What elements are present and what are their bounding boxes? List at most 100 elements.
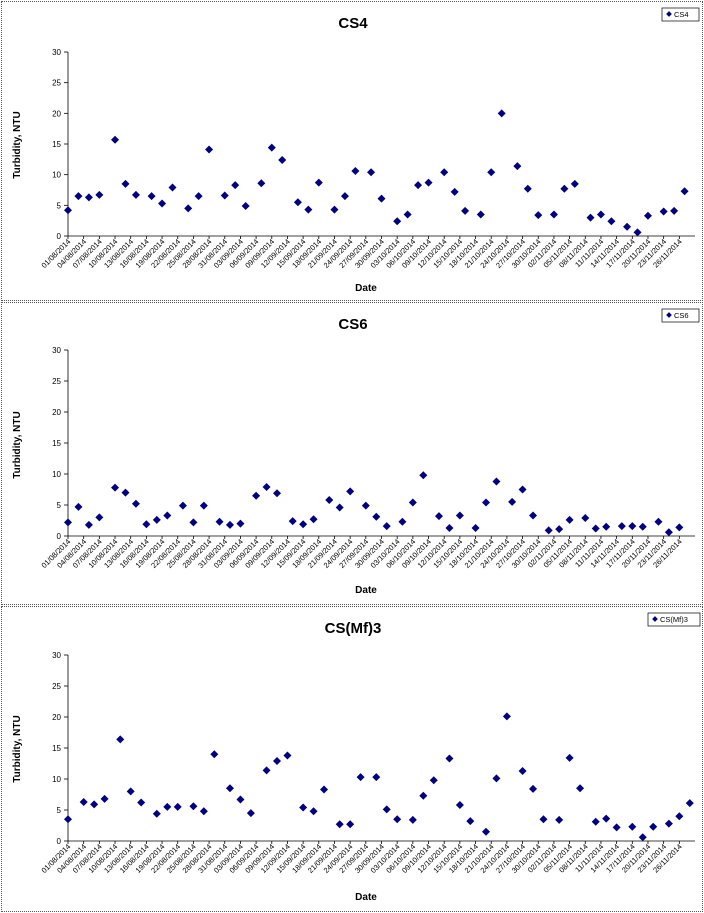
data-point xyxy=(382,522,391,531)
data-point xyxy=(382,805,391,814)
data-point xyxy=(84,520,93,529)
data-point xyxy=(189,518,198,527)
data-point xyxy=(257,179,266,188)
y-tick-label: 15 xyxy=(52,140,61,149)
data-point xyxy=(346,820,355,829)
data-point xyxy=(664,528,673,537)
data-point xyxy=(596,210,605,219)
data-point xyxy=(487,168,496,177)
chart-panel-cs4: CS4 Turbidity, NTU Date CS4 0 5 10 15 20 25 30… xyxy=(1,1,703,301)
y-tick-label: 30 xyxy=(52,346,61,355)
data-point xyxy=(617,522,626,531)
y-tick-label: 0 xyxy=(57,837,62,846)
legend-marker xyxy=(666,312,672,318)
chart-panel-cs6: CS6 Turbidity, NTU Date CS6 0 5 10 15 20 25 30… xyxy=(1,302,703,605)
legend-label: CS4 xyxy=(674,10,689,19)
data-point xyxy=(64,206,72,215)
y-tick-label: 10 xyxy=(52,470,61,479)
data-point xyxy=(225,784,234,793)
y-tick-label: 30 xyxy=(52,48,61,57)
data-point xyxy=(424,178,433,187)
y-tick-label: 15 xyxy=(52,744,61,753)
data-point xyxy=(581,514,590,523)
data-point xyxy=(199,807,208,816)
data-point xyxy=(518,485,527,494)
data-point xyxy=(288,517,297,526)
data-point xyxy=(137,798,146,807)
data-point xyxy=(293,198,302,207)
data-point xyxy=(675,523,684,532)
legend-marker xyxy=(666,11,672,17)
data-point xyxy=(168,183,177,192)
data-point xyxy=(502,712,511,721)
data-point xyxy=(471,523,480,532)
data-point xyxy=(518,766,527,775)
data-point xyxy=(508,497,517,506)
data-point xyxy=(649,822,658,831)
data-point xyxy=(602,814,611,823)
data-point xyxy=(445,754,454,763)
data-point xyxy=(628,522,637,531)
data-point xyxy=(340,192,349,201)
data-point xyxy=(194,192,203,201)
data-point xyxy=(79,797,88,806)
data-point xyxy=(497,109,506,118)
data-point xyxy=(147,192,156,201)
chart-cs6: CS6 Turbidity, NTU Date CS6 0 5 10 15 20 25 30… xyxy=(12,308,700,596)
data-point xyxy=(461,206,470,215)
data-point xyxy=(210,750,219,759)
y-tick-label: 15 xyxy=(52,439,61,448)
data-point xyxy=(492,774,501,783)
legend: CS(Mf)3 xyxy=(647,612,701,627)
chart-title: CS4 xyxy=(338,15,368,32)
data-point xyxy=(246,809,255,818)
data-point xyxy=(555,525,564,534)
data-point xyxy=(74,502,83,511)
data-point xyxy=(476,210,485,219)
x-axis-label: Date xyxy=(355,892,377,903)
data-point xyxy=(638,522,647,531)
data-point xyxy=(231,181,240,190)
data-point xyxy=(492,477,501,486)
data-point xyxy=(623,222,632,231)
data-point xyxy=(84,193,93,202)
data-point xyxy=(565,515,574,524)
data-point xyxy=(309,807,318,816)
data-point xyxy=(356,773,365,782)
data-point xyxy=(131,190,140,199)
x-axis-label: Date xyxy=(355,585,377,596)
y-tick-label: 25 xyxy=(52,377,61,386)
data-point xyxy=(586,213,595,222)
data-point xyxy=(377,194,386,203)
data-point xyxy=(565,753,574,762)
data-point xyxy=(445,523,454,532)
data-point xyxy=(612,823,621,832)
data-point xyxy=(607,217,616,226)
y-tick-label: 5 xyxy=(57,501,62,510)
plot-area: 05101520253001/08/201404/08/201407/08/20… xyxy=(40,651,695,875)
data-point xyxy=(393,815,402,824)
data-point xyxy=(314,178,323,187)
data-point xyxy=(199,501,208,510)
data-point xyxy=(225,520,234,529)
data-point xyxy=(126,787,135,796)
data-point xyxy=(215,517,224,526)
y-tick-label: 5 xyxy=(57,806,62,815)
data-point xyxy=(262,483,271,492)
data-point xyxy=(570,179,579,188)
chart-title: CS(Mf)3 xyxy=(325,620,382,637)
data-point xyxy=(664,819,673,828)
y-tick-label: 20 xyxy=(52,713,61,722)
y-tick-label: 25 xyxy=(52,682,61,691)
data-point xyxy=(325,496,334,505)
y-axis-label: Turbidity, NTU xyxy=(12,715,23,782)
data-point xyxy=(90,800,99,809)
data-point xyxy=(513,162,522,171)
data-point xyxy=(393,217,402,226)
data-point xyxy=(372,512,381,521)
data-point xyxy=(346,487,355,496)
data-point xyxy=(173,802,182,811)
data-point xyxy=(429,776,438,785)
y-tick-label: 25 xyxy=(52,79,61,88)
data-point xyxy=(367,168,376,177)
